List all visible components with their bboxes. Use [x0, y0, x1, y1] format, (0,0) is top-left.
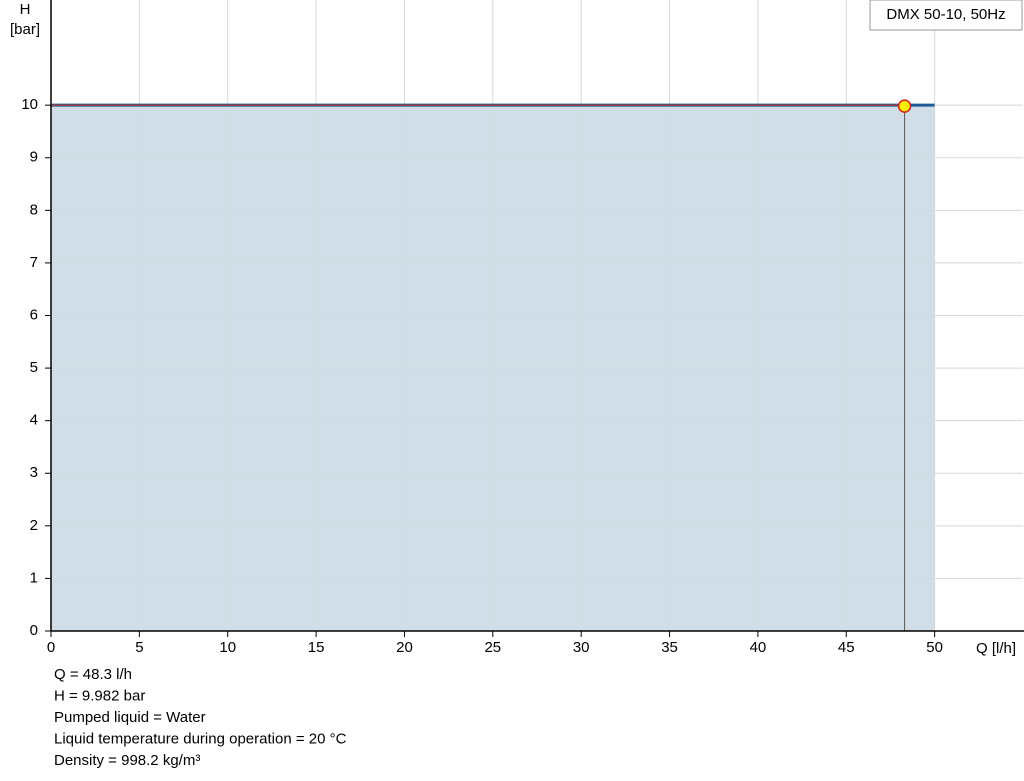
x-axis-label: Q [l/h] — [976, 640, 1016, 657]
y-tick-label: 0 — [30, 622, 38, 639]
x-tick-label: 5 — [135, 639, 143, 656]
curve-area — [51, 105, 935, 631]
x-tick-label: 30 — [573, 639, 590, 656]
y-tick-label: 4 — [30, 412, 38, 429]
y-tick-label: 5 — [30, 359, 38, 376]
info-line: Liquid temperature during operation = 20… — [54, 730, 347, 747]
y-tick-label: 8 — [30, 201, 38, 218]
x-tick-label: 45 — [838, 639, 855, 656]
y-tick-label: 7 — [30, 254, 38, 271]
y-tick-label: 3 — [30, 464, 38, 481]
y-axis-label: [bar] — [10, 21, 40, 38]
legend-label: DMX 50-10, 50Hz — [886, 6, 1005, 23]
y-tick-label: 9 — [30, 149, 38, 166]
info-line: H = 9.982 bar — [54, 687, 145, 704]
info-line: Density = 998.2 kg/m³ — [54, 752, 200, 769]
x-tick-label: 20 — [396, 639, 413, 656]
x-tick-label: 35 — [661, 639, 678, 656]
x-tick-label: 10 — [219, 639, 236, 656]
x-tick-label: 0 — [47, 639, 55, 656]
y-axis-label: H — [20, 1, 31, 18]
duty-point — [897, 99, 912, 113]
x-tick-label: 25 — [484, 639, 501, 656]
x-tick-label: 40 — [750, 639, 767, 656]
y-tick-label: 2 — [30, 517, 38, 534]
y-tick-label: 6 — [30, 306, 38, 323]
x-tick-label: 50 — [926, 639, 943, 656]
y-tick-label: 1 — [30, 569, 38, 586]
y-tick-label: 10 — [21, 96, 38, 113]
legend-box — [869, 0, 1023, 31]
x-tick-label: 15 — [308, 639, 325, 656]
info-line: Q = 48.3 l/h — [54, 666, 132, 683]
info-line: Pumped liquid = Water — [54, 709, 206, 726]
